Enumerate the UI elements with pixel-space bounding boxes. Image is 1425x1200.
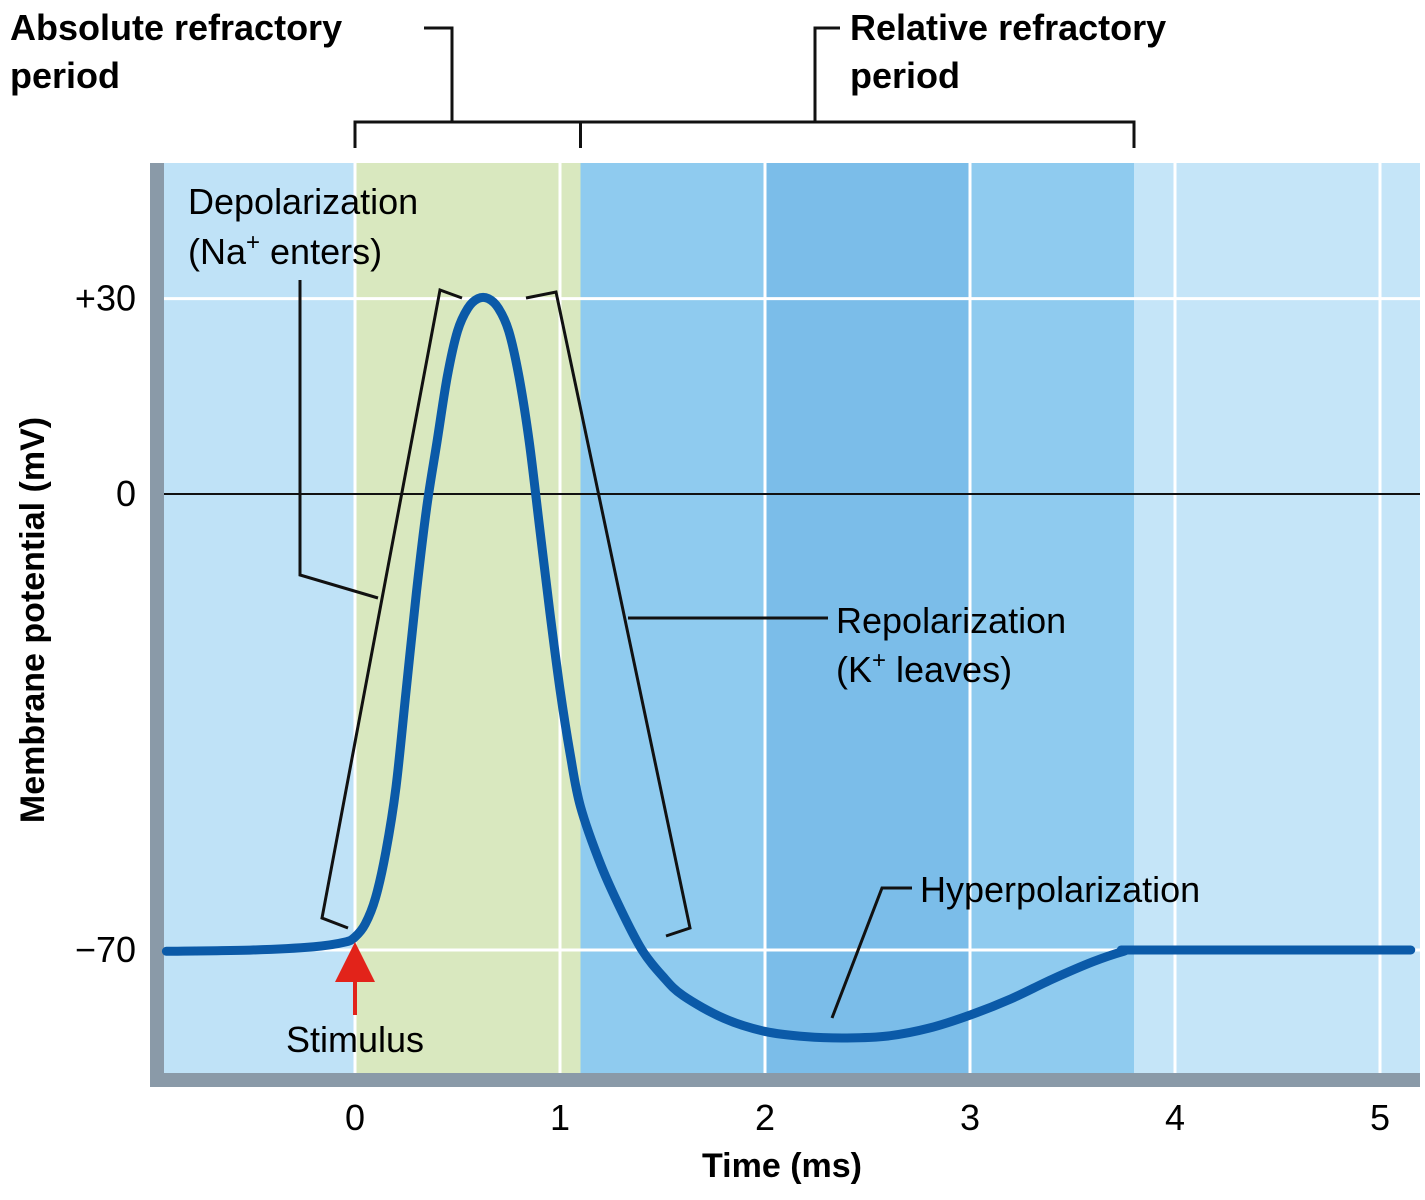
x-tick-label: 3 xyxy=(960,1097,980,1138)
hyperpolarization-label: Hyperpolarization xyxy=(920,869,1200,910)
relative-refractory-label-line1: Relative refractory xyxy=(850,7,1166,48)
y-axis-label: Membrane potential (mV) xyxy=(14,417,52,823)
frame-bottom-edge xyxy=(150,1073,1420,1087)
repolarization-ion-suffix: leaves) xyxy=(886,649,1012,690)
x-tick-label: 5 xyxy=(1370,1097,1390,1138)
membrane-potential-trace xyxy=(161,292,1416,1043)
depolarization-label: Depolarization xyxy=(188,181,418,222)
plot-frame xyxy=(150,163,1420,1087)
depolarization-ion-label: (Na+ enters) xyxy=(188,229,382,272)
phase-band xyxy=(1134,163,1420,1073)
y-tick-label: +30 xyxy=(75,278,136,319)
x-tick-label: 1 xyxy=(550,1097,570,1138)
hyperpolarization-annotation: Hyperpolarization xyxy=(830,869,1200,1019)
y-tick-label: −70 xyxy=(75,929,136,970)
absolute-refractory-bracket xyxy=(353,120,582,148)
depolarization-ion-sup: + xyxy=(246,229,260,256)
repolarization-label: Repolarization xyxy=(836,600,1066,641)
absolute-refractory-label-line1: Absolute refractory xyxy=(10,7,342,48)
repolarization-ion-prefix: (K xyxy=(836,649,872,690)
phase-band xyxy=(164,163,355,1073)
phase-brackets xyxy=(320,287,692,938)
relative-refractory-label-line2: period xyxy=(850,55,960,96)
relative-refractory-leader xyxy=(813,26,840,122)
relative-refractory-bracket xyxy=(580,120,1136,148)
hyperpolarization-leader xyxy=(830,886,912,1019)
repolarization-ion-label: (K+ leaves) xyxy=(836,647,1012,690)
x-tick-label: 2 xyxy=(755,1097,775,1138)
x-tick-label: 0 xyxy=(345,1097,365,1138)
x-axis-ticks: 0 1 2 3 4 5 xyxy=(345,1097,1390,1138)
stimulus-label: Stimulus xyxy=(286,1019,424,1060)
repolarization-bracket xyxy=(525,290,692,938)
refractory-brackets: Absolute refractory period Relative refr… xyxy=(10,7,1166,148)
repolarization-annotation: Repolarization (K+ leaves) xyxy=(628,600,1066,690)
depolarization-annotation: Depolarization (Na+ enters) xyxy=(188,181,418,600)
depolarization-ion-suffix: enters) xyxy=(260,231,382,272)
y-axis-ticks: +30 0 −70 xyxy=(75,278,136,970)
absolute-refractory-leader xyxy=(424,26,454,122)
depolarization-bracket xyxy=(320,287,463,930)
x-tick-label: 4 xyxy=(1165,1097,1185,1138)
x-axis-label: Time (ms) xyxy=(702,1147,862,1185)
frame-left-edge xyxy=(150,163,164,1083)
stimulus-annotation: Stimulus xyxy=(286,942,424,1060)
repolarization-ion-sup: + xyxy=(872,647,886,674)
y-tick-label: 0 xyxy=(116,473,136,514)
depolarization-ion-prefix: (Na xyxy=(188,231,247,272)
absolute-refractory-label-line2: period xyxy=(10,55,120,96)
depolarization-leader xyxy=(298,280,379,600)
